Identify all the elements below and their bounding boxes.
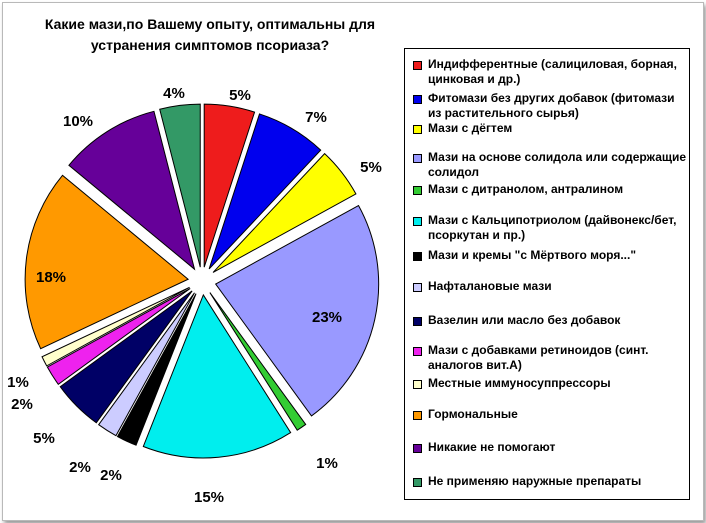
legend-label: Никакие не помогают: [428, 440, 556, 454]
legend-swatch: [413, 347, 422, 356]
legend-swatch: [413, 444, 422, 453]
legend-label: Фитомази без других добавок (фитомази из…: [428, 91, 675, 120]
data-label: 5%: [360, 159, 382, 176]
pie-slice: [116, 293, 197, 446]
legend-swatch: [413, 411, 422, 420]
pie-slice: [59, 290, 193, 424]
legend-item: Вазелин или масло без добавок: [413, 313, 687, 328]
data-label: 4%: [163, 85, 185, 102]
pie-slice: [97, 292, 195, 437]
chart-legend: Индифферентные (салициловая, борная, цин…: [404, 48, 690, 500]
data-label: 7%: [305, 109, 327, 126]
data-label: 2%: [11, 396, 33, 413]
legend-label: Нафталановые мази: [428, 279, 552, 293]
pie-slice: [203, 103, 256, 268]
pie-slice: [68, 110, 196, 271]
pie-slice: [41, 286, 190, 367]
data-label: 1%: [7, 374, 29, 391]
data-label: 1%: [316, 455, 338, 472]
legend-item: Местные иммуносуппрессоры: [413, 376, 687, 391]
legend-swatch: [413, 478, 422, 487]
data-label: 5%: [229, 87, 251, 104]
legend-swatch: [413, 283, 422, 292]
legend-item: Гормональные: [413, 407, 687, 422]
data-label: 23%: [312, 309, 342, 326]
legend-item: Фитомази без других добавок (фитомази из…: [413, 91, 687, 121]
data-label: 15%: [194, 489, 224, 506]
legend-swatch: [413, 154, 422, 163]
legend-swatch: [413, 252, 422, 261]
data-label: 18%: [36, 269, 66, 286]
legend-item: Индифферентные (салициловая, борная, цин…: [413, 57, 687, 87]
data-label: 2%: [69, 459, 91, 476]
legend-swatch: [413, 95, 422, 104]
legend-swatch: [413, 61, 422, 70]
chart-title: Какие мази,по Вашему опыту, оптимальны д…: [44, 16, 376, 53]
legend-item: Не применяю наружные препараты: [413, 474, 687, 489]
legend-label: Индифферентные (салициловая, борная, цин…: [428, 57, 677, 86]
data-label: 2%: [100, 467, 122, 484]
legend-swatch: [413, 125, 422, 134]
data-label: 10%: [63, 113, 93, 130]
legend-label: Мази и кремы "с Мёртвого моря...": [428, 248, 637, 262]
legend-item: Мази с дёгтем: [413, 121, 687, 136]
pie-slice: [24, 174, 190, 350]
legend-item: Мази с Кальципотриолом (дайвонекс/бет, п…: [413, 213, 687, 243]
pie-slice: [212, 152, 357, 273]
pie-slice: [159, 103, 201, 268]
legend-label: Мази с добавками ретиноидов (синт. анало…: [428, 343, 649, 372]
legend-label: Местные иммуносуппрессоры: [428, 376, 611, 390]
pie-slice: [209, 292, 307, 431]
legend-label: Не применяю наружные препараты: [428, 474, 642, 488]
legend-label: Мази с дёгтем: [428, 121, 513, 135]
pie-slice: [208, 113, 322, 270]
legend-label: Вазелин или масло без добавок: [428, 313, 621, 327]
legend-swatch: [413, 317, 422, 326]
legend-item: Мази на основе солидола или содержащие с…: [413, 150, 687, 180]
legend-item: Никакие не помогают: [413, 440, 687, 455]
pie-slice: [214, 204, 380, 417]
legend-item: Мази и кремы "с Мёртвого моря...": [413, 248, 687, 263]
pie-slice: [142, 293, 292, 459]
legend-label: Мази с Кальципотриолом (дайвонекс/бет, п…: [428, 213, 677, 242]
pie-slice: [46, 288, 191, 386]
legend-swatch: [413, 380, 422, 389]
legend-item: Мази с дитранолом, антралином: [413, 182, 687, 197]
legend-item: Нафталановые мази: [413, 279, 687, 294]
legend-item: Мази с добавками ретиноидов (синт. анало…: [413, 343, 687, 373]
legend-label: Мази на основе солидола или содержащие с…: [428, 150, 687, 179]
legend-swatch: [413, 186, 422, 195]
data-label: 5%: [33, 430, 55, 447]
legend-swatch: [413, 217, 422, 226]
legend-label: Гормональные: [428, 407, 518, 421]
legend-label: Мази с дитранолом, антралином: [428, 182, 624, 196]
